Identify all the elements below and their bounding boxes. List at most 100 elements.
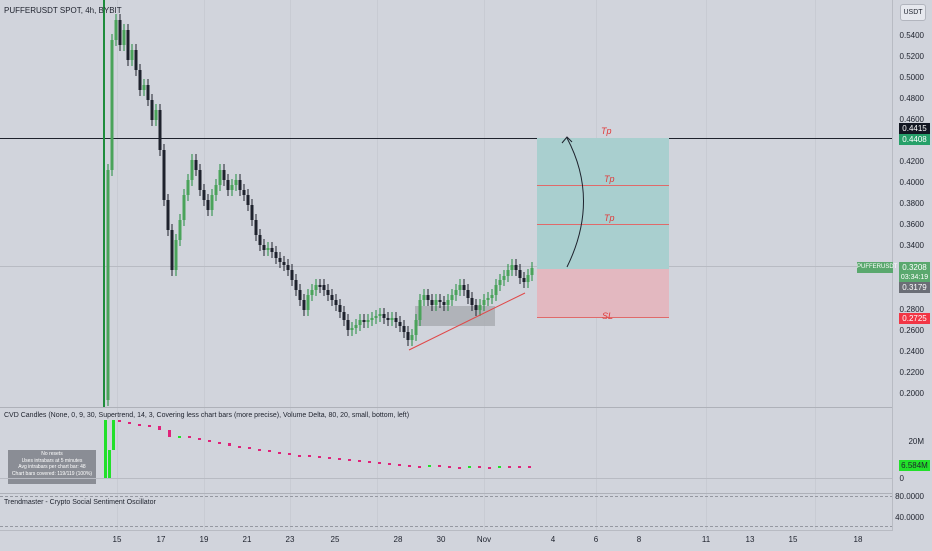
stop-price-badge: 0.2725 bbox=[899, 313, 930, 324]
stop-loss-zone[interactable] bbox=[537, 269, 669, 317]
last-price-line bbox=[0, 266, 893, 267]
sentiment-tick: 80.0000 bbox=[895, 492, 924, 501]
crosshair-price-badge: 0.4415 bbox=[899, 123, 930, 134]
candle-body bbox=[510, 265, 514, 270]
cvd-candle bbox=[528, 466, 531, 468]
candle-body bbox=[482, 300, 486, 305]
cvd-candle bbox=[508, 466, 511, 468]
tp-label-3: Tp bbox=[604, 213, 615, 223]
candle-body bbox=[370, 318, 374, 320]
time-axis[interactable] bbox=[0, 530, 893, 551]
candle-body bbox=[202, 190, 206, 200]
candle-body bbox=[182, 195, 186, 220]
candle-body bbox=[386, 318, 390, 320]
take-profit-zone[interactable] bbox=[537, 138, 669, 269]
price-axis[interactable]: USDT 0.5400 0.5200 0.5000 0.4800 0.4600 … bbox=[892, 0, 932, 530]
candle-body bbox=[526, 275, 530, 282]
candle-body bbox=[222, 170, 226, 180]
grid-line bbox=[815, 0, 816, 530]
time-tick: 13 bbox=[745, 535, 755, 544]
cvd-zero-line bbox=[0, 478, 893, 479]
sentiment-tick: 40.0000 bbox=[895, 513, 924, 522]
candle-body bbox=[354, 325, 358, 328]
candle-body bbox=[278, 258, 282, 262]
cvd-indicator-title[interactable]: CVD Candles (None, 0, 9, 30, Supertrend,… bbox=[4, 412, 410, 419]
time-tick: 18 bbox=[853, 535, 863, 544]
projection-arrow[interactable] bbox=[566, 137, 584, 268]
cvd-candle bbox=[168, 430, 171, 437]
candle-body bbox=[306, 295, 310, 310]
candle-body bbox=[446, 300, 450, 305]
symbol-price-label: PUFFERUSDT bbox=[857, 262, 897, 273]
sentiment-upper-line bbox=[0, 496, 893, 497]
cvd-candle bbox=[208, 440, 211, 442]
price-tick: 0.3600 bbox=[899, 220, 924, 229]
cvd-candle bbox=[358, 460, 361, 462]
candle-body bbox=[362, 320, 366, 322]
candle-body bbox=[490, 295, 494, 298]
price-tick: 0.5000 bbox=[899, 73, 924, 82]
candle-body bbox=[126, 30, 130, 60]
candle-body bbox=[390, 318, 394, 320]
candle-body bbox=[506, 270, 510, 276]
price-tick: 0.4200 bbox=[899, 157, 924, 166]
price-tick: 0.5400 bbox=[899, 31, 924, 40]
cvd-candle bbox=[268, 450, 271, 452]
price-pane[interactable]: Tp Tp Tp SL bbox=[0, 0, 893, 530]
candle-body bbox=[426, 295, 430, 300]
time-tick: 25 bbox=[330, 535, 340, 544]
cvd-candle bbox=[488, 467, 491, 469]
time-tick: 30 bbox=[436, 535, 446, 544]
currency-button[interactable]: USDT bbox=[900, 4, 926, 21]
pane-separator[interactable] bbox=[0, 493, 932, 494]
candle-body bbox=[434, 300, 438, 305]
candle-body bbox=[258, 235, 262, 245]
candle-body bbox=[418, 300, 422, 320]
cvd-candle bbox=[458, 467, 461, 469]
candle-body bbox=[178, 220, 182, 240]
cvd-candle bbox=[328, 457, 331, 459]
candle-body bbox=[106, 170, 110, 400]
cvd-candle bbox=[338, 458, 341, 460]
candle-body bbox=[250, 205, 254, 220]
candle-body bbox=[466, 290, 470, 298]
time-tick: 6 bbox=[593, 535, 599, 544]
time-tick: 8 bbox=[636, 535, 642, 544]
candle-body bbox=[186, 180, 190, 195]
time-tick: Nov bbox=[476, 535, 492, 544]
pane-separator[interactable] bbox=[0, 407, 932, 408]
cvd-candle bbox=[378, 462, 381, 464]
candle-body bbox=[146, 85, 150, 100]
candle-body bbox=[374, 316, 378, 318]
cvd-candle bbox=[438, 465, 441, 467]
trendline[interactable] bbox=[408, 292, 526, 351]
candle-body bbox=[274, 252, 278, 258]
symbol-title[interactable]: PUFFERUSDT SPOT, 4h, BYBIT bbox=[4, 6, 122, 15]
cvd-candle bbox=[368, 461, 371, 463]
consolidation-box[interactable] bbox=[415, 306, 495, 326]
cvd-candle bbox=[468, 466, 471, 468]
candle-body bbox=[138, 70, 142, 90]
cvd-candle bbox=[388, 463, 391, 465]
candle-body bbox=[462, 285, 466, 290]
time-tick: 19 bbox=[199, 535, 209, 544]
cvd-candle bbox=[218, 442, 221, 444]
candle-body bbox=[214, 185, 218, 195]
sentiment-indicator-title[interactable]: Trendmaster - Crypto Social Sentiment Os… bbox=[4, 499, 156, 506]
candle-body bbox=[322, 285, 326, 290]
candle-body bbox=[338, 305, 342, 312]
cvd-candle bbox=[148, 425, 151, 427]
candle-body bbox=[530, 268, 534, 275]
candle-body bbox=[286, 265, 290, 270]
candle-body bbox=[498, 280, 502, 285]
last-price-badge: 0.3208 bbox=[899, 262, 930, 273]
candle-body bbox=[486, 298, 490, 300]
candle-body bbox=[474, 305, 478, 310]
candle-body bbox=[210, 195, 214, 210]
time-tick: 15 bbox=[788, 535, 798, 544]
time-tick: 23 bbox=[285, 535, 295, 544]
grid-line bbox=[204, 0, 205, 530]
tp-label-1: Tp bbox=[601, 126, 612, 136]
candle-body bbox=[190, 160, 194, 180]
cvd-candle bbox=[418, 466, 421, 468]
